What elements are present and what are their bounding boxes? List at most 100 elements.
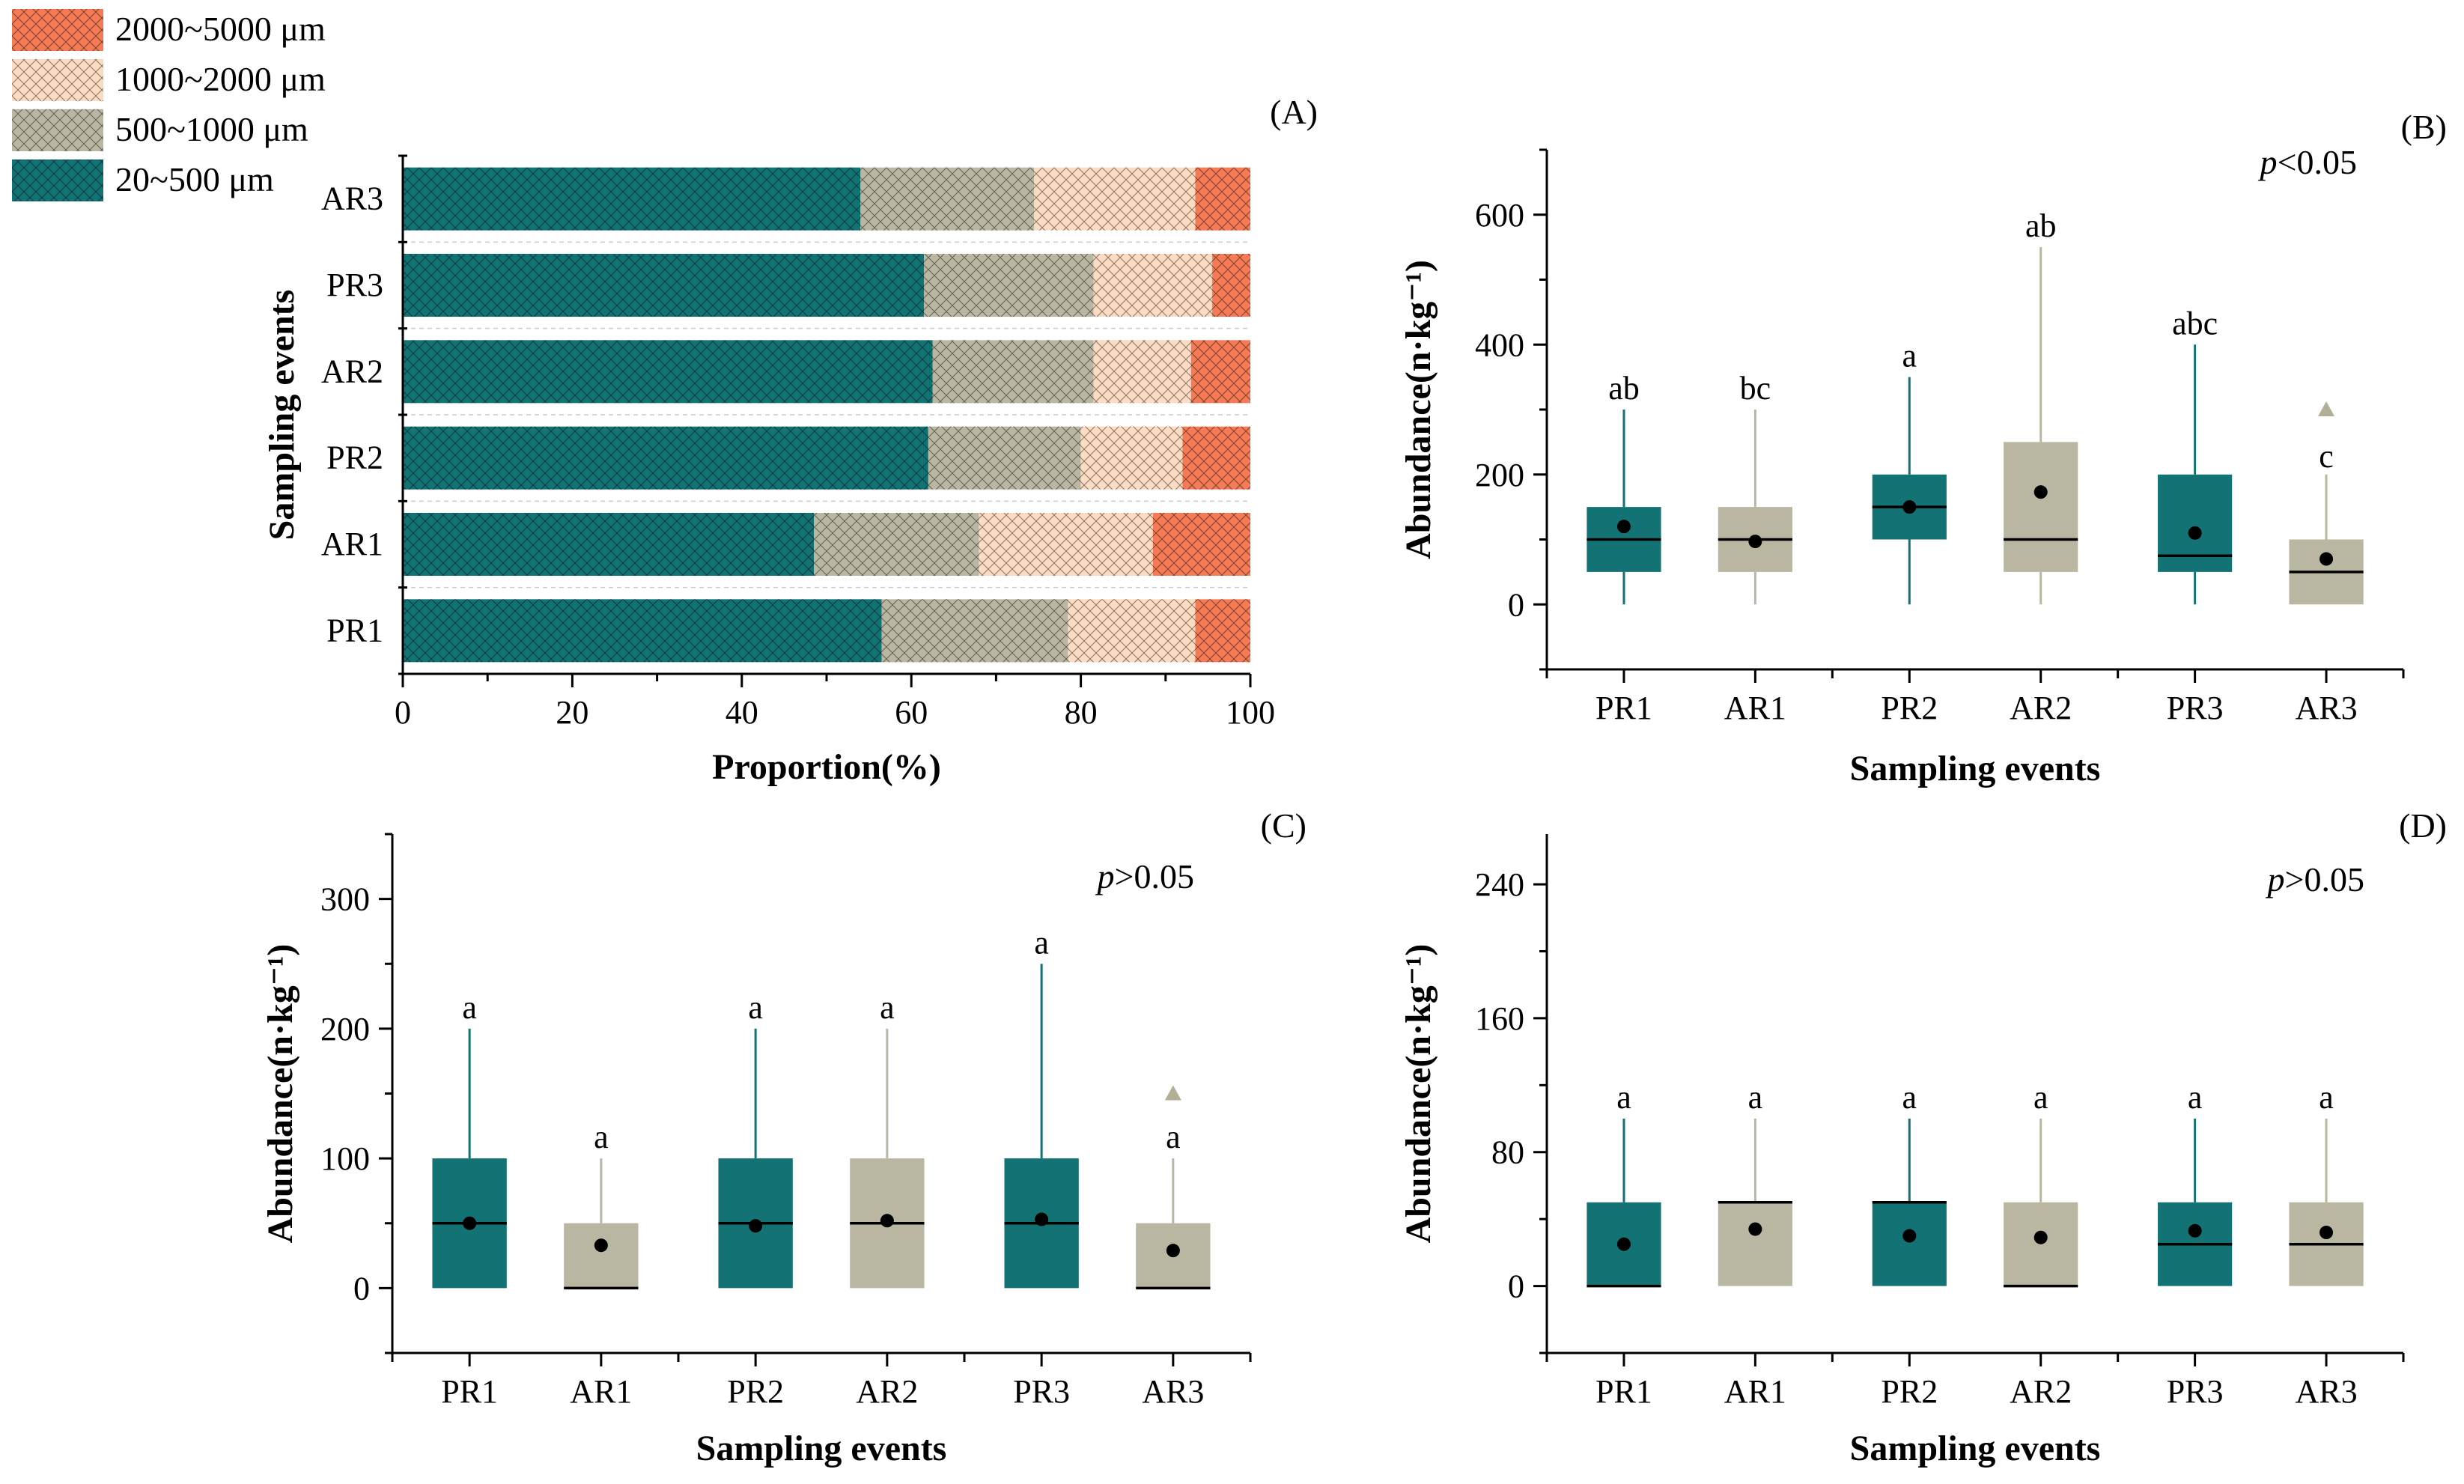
significance-letter: a xyxy=(2033,1079,2048,1116)
y-tick-label: PR3 xyxy=(326,267,383,303)
y-tick-label: AR2 xyxy=(321,353,383,389)
significance-letter: a xyxy=(1902,1079,1917,1116)
x-tick-label: AR1 xyxy=(570,1373,632,1410)
significance-letter: a xyxy=(1166,1119,1181,1155)
mean-point xyxy=(1616,520,1631,534)
y-tick-label: AR3 xyxy=(321,180,383,217)
x-tick-label: 20 xyxy=(556,694,588,731)
bar-hatch xyxy=(928,426,1081,490)
x-tick-label: 0 xyxy=(395,694,411,731)
bar-hatch xyxy=(979,513,1153,576)
box xyxy=(1718,1202,1792,1286)
x-tick-label: PR3 xyxy=(2167,690,2224,726)
mean-point xyxy=(2033,1230,2048,1244)
y-tick-label: 240 xyxy=(1475,866,1524,903)
significance-letter: a xyxy=(1616,1079,1631,1116)
significance-letter: ab xyxy=(2025,207,2057,244)
mean-point xyxy=(2188,1223,2202,1238)
legend-swatch-hatch xyxy=(12,159,103,201)
box xyxy=(564,1223,639,1289)
bar-hatch xyxy=(1195,167,1250,231)
bar-hatch xyxy=(932,340,1094,404)
x-tick-label: AR3 xyxy=(1142,1373,1204,1410)
significance-letter: a xyxy=(880,989,895,1026)
mean-point xyxy=(1035,1212,1049,1226)
mean-point xyxy=(1166,1244,1180,1258)
bar-hatch xyxy=(403,513,815,576)
x-axis-title: Sampling events xyxy=(696,1429,947,1468)
legend-swatch-hatch xyxy=(12,109,103,151)
y-axis-title: Abundance(n·kg⁻¹) xyxy=(1399,944,1438,1244)
y-tick-label: 600 xyxy=(1475,197,1524,234)
bar-hatch xyxy=(1195,599,1250,663)
y-tick-label: 0 xyxy=(1508,1268,1524,1305)
p-value-annotation: p>0.05 xyxy=(1095,857,1194,895)
significance-letter: a xyxy=(462,989,477,1026)
y-tick-label: 100 xyxy=(320,1140,370,1177)
x-tick-label: AR2 xyxy=(856,1373,918,1410)
mean-point xyxy=(2188,526,2202,540)
mean-point xyxy=(1748,1222,1762,1236)
significance-letter: a xyxy=(594,1119,609,1155)
mean-point xyxy=(2319,552,2334,566)
panel-label: (B) xyxy=(2401,108,2447,146)
mean-point xyxy=(1902,500,1917,514)
panel-label: (C) xyxy=(1261,806,1306,845)
p-symbol: p xyxy=(2266,860,2285,898)
bar-hatch xyxy=(1190,340,1250,404)
bar-hatch xyxy=(1093,340,1191,404)
y-tick-label: 200 xyxy=(320,1011,370,1047)
significance-letter: a xyxy=(1902,338,1917,374)
significance-letter: a xyxy=(2319,1079,2334,1116)
legend-label: 20~500 μm xyxy=(115,160,274,198)
bar-hatch xyxy=(403,599,882,663)
mean-point xyxy=(2319,1226,2334,1240)
bar-hatch xyxy=(814,513,979,576)
x-tick-label: 100 xyxy=(1226,694,1275,731)
bar-hatch xyxy=(1068,599,1196,663)
mean-point xyxy=(1902,1229,1917,1243)
x-tick-label: PR1 xyxy=(1595,690,1652,726)
y-tick-label: 0 xyxy=(353,1270,370,1307)
box xyxy=(1872,1202,1947,1286)
panel-a-stacked-bar-chart: PR1 AR1 PR2 AR2 PR3 AR3 0 20 40 60 80 100 Proportion… xyxy=(12,9,1318,787)
significance-letter: a xyxy=(1748,1079,1763,1116)
y-tick-label: 300 xyxy=(320,881,370,918)
panel-d-box-plot: 0 80 160 240 PR1 AR1 PR2 AR2 PR3 AR3 a a a a a a p>0.05 (… xyxy=(1399,806,2447,1468)
legend-label: 500~1000 μm xyxy=(115,110,308,148)
x-tick-label: PR2 xyxy=(1881,1373,1938,1410)
p-symbol: p xyxy=(2258,143,2278,181)
panel-c-box-plot: 0 100 200 300 PR1 AR1 PR2 AR2 PR3 AR3 a a a a a a p>0.05… xyxy=(261,806,1306,1468)
significance-letter: c xyxy=(2319,438,2334,475)
legend-label: 2000~5000 μm xyxy=(115,10,326,48)
bar-hatch xyxy=(1182,426,1250,490)
mean-point xyxy=(2033,485,2048,499)
y-axis-title: Sampling events xyxy=(262,290,302,541)
significance-letter: ab xyxy=(1608,370,1640,407)
x-axis-title: Sampling events xyxy=(1850,1429,2101,1468)
bar-hatch xyxy=(403,167,861,231)
x-tick-label: PR3 xyxy=(2167,1373,2224,1410)
p-value-annotation: p<0.05 xyxy=(2258,143,2357,181)
bar-hatch xyxy=(403,426,928,490)
x-tick-label: PR1 xyxy=(441,1373,498,1410)
x-tick-label: AR2 xyxy=(2010,1373,2072,1410)
y-tick-label: AR1 xyxy=(321,526,383,562)
bar-hatch xyxy=(881,599,1068,663)
x-tick-label: 80 xyxy=(1065,694,1098,731)
y-tick-label: 400 xyxy=(1475,326,1524,363)
x-tick-label: PR1 xyxy=(1595,1373,1652,1410)
significance-letter: a xyxy=(1034,924,1049,961)
bar-hatch xyxy=(1152,513,1250,576)
p-value: <0.05 xyxy=(2278,143,2357,181)
y-axis-title: Abundance(n·kg⁻¹) xyxy=(261,944,300,1244)
mean-point xyxy=(594,1238,608,1253)
outlier-marker xyxy=(1164,1085,1181,1101)
mean-point xyxy=(1748,535,1762,549)
mean-point xyxy=(749,1219,763,1233)
panel-b-box-plot: 0 200 400 600 PR1 AR1 PR2 AR2 PR3 AR3 ab bc a ab abc c p… xyxy=(1399,108,2447,788)
x-tick-label: AR1 xyxy=(1724,1373,1786,1410)
p-value: >0.05 xyxy=(1115,857,1194,895)
y-axis-title: Abundance(n·kg⁻¹) xyxy=(1399,260,1438,559)
